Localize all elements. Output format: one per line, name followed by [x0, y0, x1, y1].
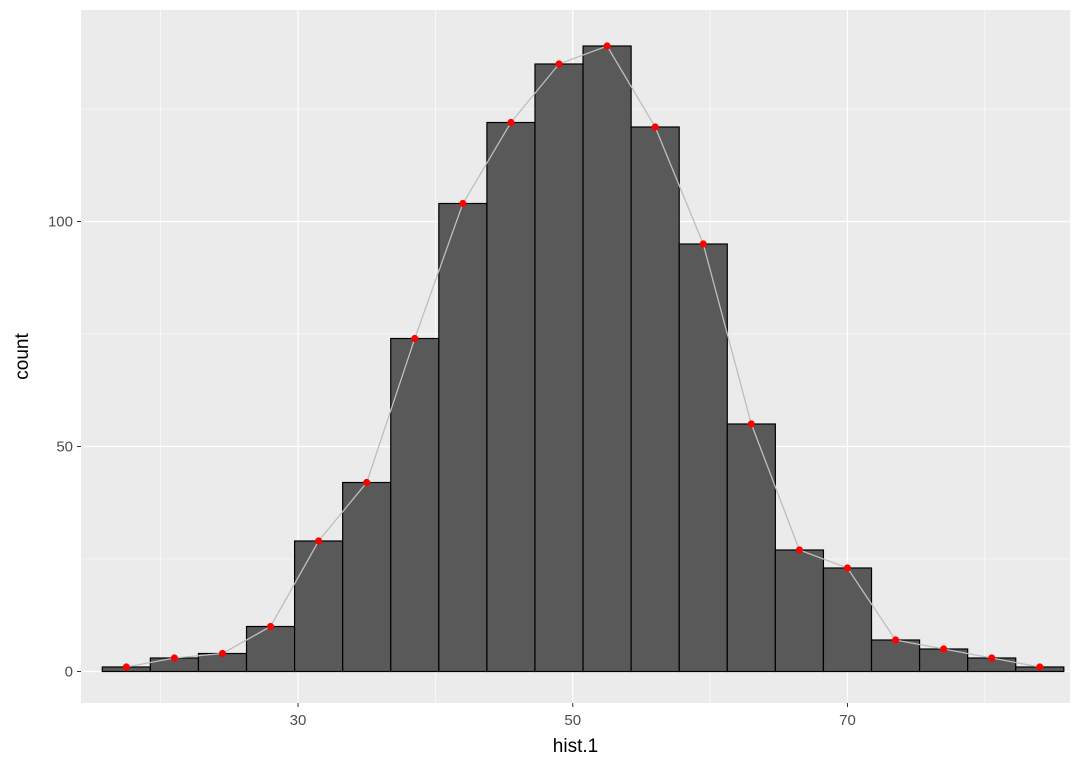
histogram-bar — [582, 45, 632, 673]
frequency-point — [651, 123, 659, 131]
frequency-point — [170, 654, 179, 662]
frequency-point — [555, 60, 563, 68]
y-tick-label: 50 — [56, 439, 73, 456]
frequency-point — [988, 654, 996, 662]
frequency-point — [363, 478, 371, 487]
frequency-point — [940, 645, 948, 653]
frequency-point — [218, 649, 227, 658]
frequency-point — [266, 622, 275, 631]
y-tick-label: 0 — [65, 664, 73, 681]
frequency-point — [459, 199, 467, 208]
histogram-bar — [438, 202, 488, 673]
histogram-bar — [726, 423, 776, 673]
frequency-point — [843, 564, 852, 572]
frequency-line — [126, 45, 1040, 668]
histogram-bar — [293, 540, 344, 673]
frequency-point — [122, 663, 130, 671]
frequency-point — [507, 118, 515, 127]
x-tick-label: 70 — [839, 712, 856, 729]
histogram-bar — [822, 567, 873, 673]
frequency-point — [411, 334, 419, 343]
histogram-bar — [342, 481, 392, 673]
histogram-bar — [870, 639, 921, 673]
frequency-point — [315, 537, 323, 545]
y-axis-ticks: 0 50 100 — [48, 214, 81, 681]
histogram-bar — [486, 121, 536, 673]
histogram-bar — [390, 337, 440, 673]
x-axis-ticks: 30 50 70 — [290, 703, 856, 729]
histogram-bars — [101, 45, 1065, 673]
histogram-bar — [630, 126, 680, 673]
y-tick-label: 100 — [48, 214, 73, 231]
y-axis-title: count — [12, 333, 33, 380]
histogram-bar — [245, 625, 296, 673]
frequency-polygon — [122, 42, 1044, 671]
histogram-bar — [534, 63, 584, 673]
histogram-bar — [774, 549, 825, 673]
frequency-point — [795, 546, 803, 554]
x-axis-title: hist.1 — [553, 736, 598, 757]
histogram-bar — [678, 243, 728, 673]
x-tick-label: 50 — [564, 712, 581, 729]
frequency-point — [603, 42, 611, 50]
frequency-point — [1036, 663, 1044, 671]
frequency-point — [747, 420, 755, 428]
x-tick-label: 30 — [290, 712, 307, 729]
frequency-point — [891, 636, 900, 644]
frequency-point — [699, 240, 707, 248]
